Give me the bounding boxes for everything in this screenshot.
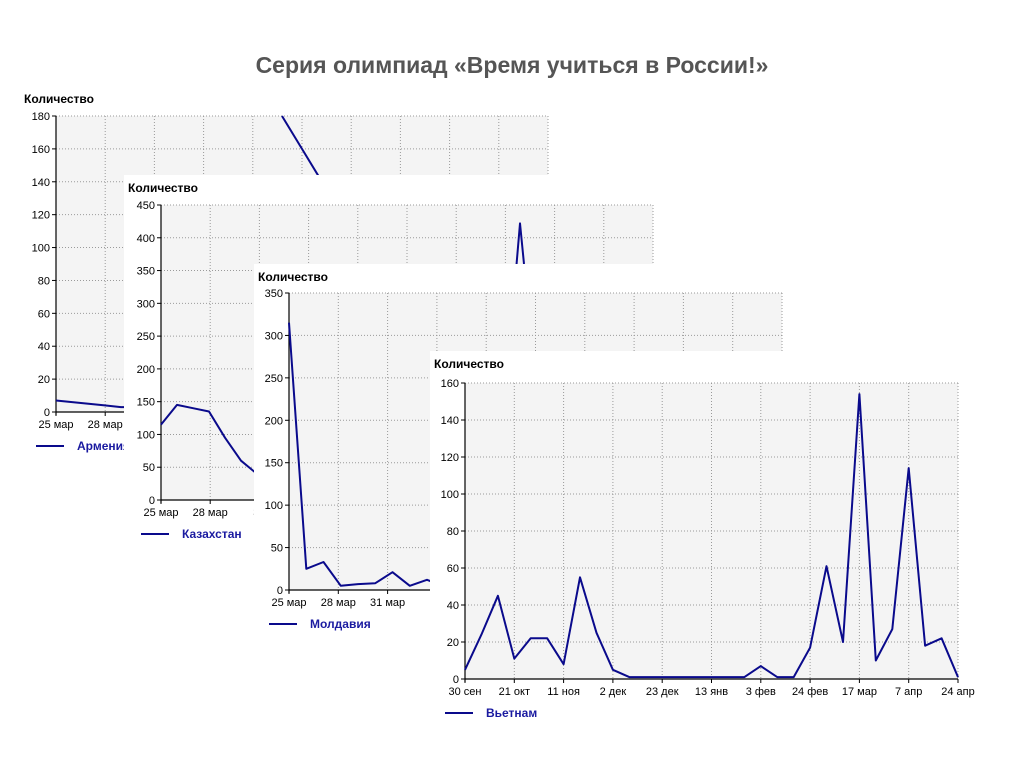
x-tick-label: 25 мар <box>271 597 306 609</box>
x-tick-label: 7 апр <box>895 686 922 698</box>
y-tick-label: 250 <box>265 373 283 385</box>
y-tick-label: 60 <box>38 308 50 320</box>
x-tick-label: 28 мар <box>321 597 356 609</box>
x-tick-label: 23 дек <box>646 686 679 698</box>
y-tick-label: 350 <box>265 288 283 300</box>
chart-vietnam: Количество 0 20 40 60 80 100 120 140 160 30 сен 21 … <box>434 357 975 720</box>
x-tick-label: 24 фев <box>792 686 828 698</box>
x-tick-label: 25 мар <box>143 507 178 519</box>
y-tick-label: 160 <box>441 378 459 390</box>
y-tick-label: 160 <box>32 144 50 156</box>
slide-title: Серия олимпиад «Время учиться в России!» <box>255 52 769 78</box>
y-tick-label: 100 <box>137 429 155 441</box>
y-tick-label: 300 <box>137 298 155 310</box>
y-tick-label: 100 <box>32 243 50 255</box>
y-tick-label: 50 <box>271 543 283 555</box>
y-tick-label: 200 <box>137 364 155 376</box>
x-tick-label: 13 янв <box>695 686 728 698</box>
y-tick-label: 80 <box>38 275 50 287</box>
series-peak-armenia <box>281 115 323 183</box>
y-tick-label: 0 <box>149 495 155 507</box>
series-line-vietnam <box>464 393 959 679</box>
y-tick-label: 80 <box>447 526 459 538</box>
y-tick-label: 100 <box>441 489 459 501</box>
y-tick-label: 450 <box>137 200 155 212</box>
y-tick-label: 120 <box>441 452 459 464</box>
x-tick-label: 21 окт <box>499 686 530 698</box>
legend-label: Вьетнам <box>486 706 537 720</box>
x-tick-label: 11 ноя <box>547 686 580 698</box>
y-tick-label: 350 <box>137 266 155 278</box>
y-tick-label: 20 <box>38 374 50 386</box>
y-tick-label: 20 <box>447 637 459 649</box>
x-tick-label: 3 фев <box>746 686 776 698</box>
x-tick-label: 25 мар <box>38 419 73 431</box>
x-tick-label: 30 сен <box>449 686 482 698</box>
legend-label: Армения <box>77 439 130 453</box>
series-peak-kazakhstan <box>515 222 525 271</box>
y-tick-label: 300 <box>265 330 283 342</box>
y-tick-label: 140 <box>441 415 459 427</box>
y-tick-label: 120 <box>32 210 50 222</box>
y-tick-label: 180 <box>32 111 50 123</box>
y-tick-label: 200 <box>265 415 283 427</box>
x-tick-label: 28 мар <box>193 507 228 519</box>
y-tick-label: 400 <box>137 233 155 245</box>
y-axis-label: Количество <box>434 357 504 371</box>
series-line-moldova <box>288 322 445 588</box>
y-tick-label: 0 <box>277 585 283 597</box>
y-tick-label: 60 <box>447 563 459 575</box>
series-line-kazakhstan <box>160 403 258 475</box>
y-tick-label: 150 <box>265 458 283 470</box>
y-axis-label: Количество <box>24 92 94 106</box>
x-tick-label: 31 мар <box>370 597 405 609</box>
y-tick-label: 150 <box>137 397 155 409</box>
legend-label: Молдавия <box>310 617 371 631</box>
x-tick-label: 24 апр <box>941 686 974 698</box>
y-tick-label: 40 <box>447 600 459 612</box>
legend-label: Казахстан <box>182 527 242 541</box>
y-tick-label: 100 <box>265 500 283 512</box>
y-axis-label: Количество <box>258 270 328 284</box>
y-tick-label: 50 <box>143 462 155 474</box>
y-tick-label: 0 <box>453 674 459 686</box>
y-tick-label: 140 <box>32 177 50 189</box>
y-tick-label: 250 <box>137 331 155 343</box>
x-tick-label: 28 мар <box>88 419 123 431</box>
chart-panel-vietnam: Количество 0 20 40 60 80 100 120 140 160 30 сен 21 … <box>430 351 990 736</box>
y-tick-label: 40 <box>38 341 50 353</box>
y-axis-label: Количество <box>128 181 198 195</box>
y-tick-label: 0 <box>44 407 50 419</box>
x-tick-label: 17 мар <box>842 686 877 698</box>
x-tick-label: 2 дек <box>600 686 627 698</box>
